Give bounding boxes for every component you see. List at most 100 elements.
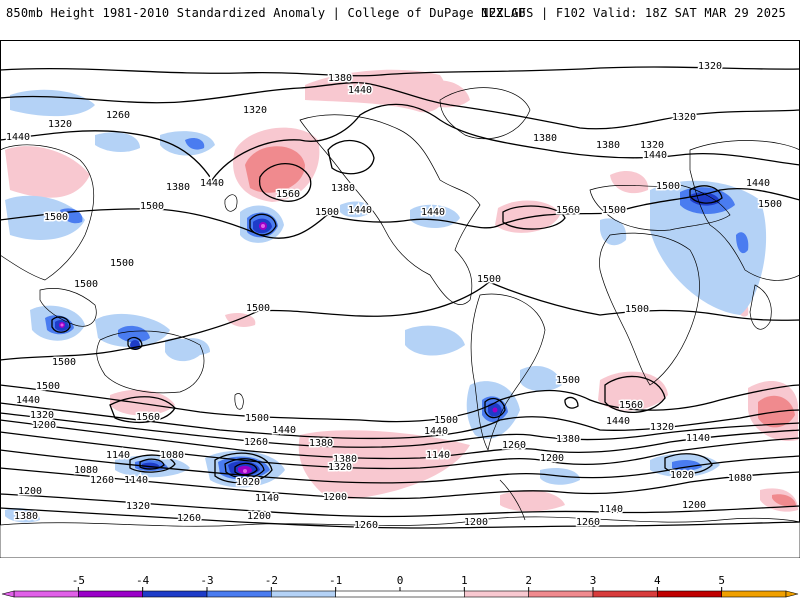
contour-1260-south xyxy=(0,431,800,470)
contour-label: 1140 xyxy=(255,493,279,504)
contour-label: 1140 xyxy=(106,450,130,461)
anomaly-neg-europe-east xyxy=(650,180,767,315)
contour-label: 1200 xyxy=(247,511,271,522)
coast-antarctica xyxy=(0,516,800,558)
anomaly-pos-indian xyxy=(598,371,668,411)
contour-label: 1440 xyxy=(424,426,448,437)
contour-1500-south xyxy=(0,384,800,423)
contour-low-amundsen-3 xyxy=(234,462,258,476)
contour-1380-north xyxy=(0,82,800,130)
contour-label: 1500 xyxy=(52,357,76,368)
colorbar-segment xyxy=(206,590,272,598)
contour-label: 1260 xyxy=(244,437,268,448)
contour-label: 1200 xyxy=(18,486,42,497)
contour-label: 1500 xyxy=(656,181,680,192)
anomaly-pos-eastpac xyxy=(610,170,649,194)
colorbar-segment xyxy=(592,590,658,598)
colorbar-tick-label: 2 xyxy=(525,574,532,587)
coast-asia-west xyxy=(0,144,95,281)
anomaly-neg-caspian xyxy=(736,232,749,254)
anomaly-pos-polar xyxy=(500,490,565,512)
contour-label: 1260 xyxy=(106,110,130,121)
height-contours xyxy=(0,66,800,529)
contour-1500-mid xyxy=(0,187,800,239)
contour-label: 1380 xyxy=(556,434,580,445)
contour-label: 1380 xyxy=(331,183,355,194)
contour-1560-atlantic xyxy=(502,205,566,230)
colorbar-tick-label: 1 xyxy=(461,574,468,587)
contour-label: 1260 xyxy=(354,520,378,531)
contour-label: 1440 xyxy=(348,85,372,96)
colorbar-tick-label: 0 xyxy=(397,574,404,587)
coast-india xyxy=(749,284,772,330)
contour-label: 1500 xyxy=(36,381,60,392)
coast-antarctic-peninsula xyxy=(499,479,526,521)
contour-label: 1320 xyxy=(328,462,352,473)
contour-label: 1260 xyxy=(502,440,526,451)
contour-label: 1140 xyxy=(124,475,148,486)
anomaly-pos-north-pacific xyxy=(305,69,447,113)
anomaly-neg-n-africa xyxy=(600,218,627,246)
contour-1260-polar xyxy=(0,507,800,529)
anomaly-neg-polar-w xyxy=(5,508,40,523)
anomaly-neg-east-us xyxy=(410,204,460,228)
contour-label: 1380 xyxy=(309,438,333,449)
colorbar-segment xyxy=(335,590,465,598)
colorbar-segment xyxy=(657,590,722,598)
contour-label: 1140 xyxy=(426,450,450,461)
contour-label: 1440 xyxy=(16,395,40,406)
contour-label: 1020 xyxy=(670,470,694,481)
contour-label: 1440 xyxy=(606,416,630,427)
contour-label: 1500 xyxy=(315,207,339,218)
contour-label: 1500 xyxy=(245,413,269,424)
anomaly-neg-s-america-center xyxy=(492,407,498,413)
anomaly-neg-amundsen-peak xyxy=(243,469,247,473)
contour-low-europe xyxy=(689,185,723,204)
contour-label: 1020 xyxy=(236,477,260,488)
colorbar-ticks: -5 -4 -3 -2 -1 0 1 2 3 4 5 xyxy=(72,574,725,591)
contour-label: 1260 xyxy=(177,513,201,524)
contour-label: 1080 xyxy=(728,473,752,484)
colorbar-tick-label: -1 xyxy=(329,574,342,587)
contour-1200-polar xyxy=(0,493,800,518)
colorbar-segment xyxy=(142,590,208,598)
contour-label: 1440 xyxy=(421,207,445,218)
contour-label: 1380 xyxy=(14,511,38,522)
coast-australia xyxy=(96,330,205,394)
colorbar-max-arrow xyxy=(785,590,799,598)
anomaly-neg-australia-core xyxy=(118,325,150,343)
coast-asia xyxy=(689,140,800,281)
colorbar-segment xyxy=(528,590,594,598)
anomaly-neg-asia xyxy=(5,195,85,240)
contour-1200-south xyxy=(0,449,800,484)
contour-label: 1500 xyxy=(434,415,458,426)
run-info: 12Z GFS | F102 Valid: 18Z SAT MAR 29 202… xyxy=(481,6,786,20)
contour-label: 1320 xyxy=(640,140,664,151)
contour-1560-indian xyxy=(604,375,666,413)
colorbar-tick-label: -5 xyxy=(72,574,85,587)
contour-label: 1380 xyxy=(166,182,190,193)
contour-1320-north xyxy=(0,66,800,77)
contour-label: 1560 xyxy=(619,400,643,411)
coast-new-zealand xyxy=(234,393,244,410)
colorbar-min-arrow xyxy=(1,590,15,598)
coast-japan xyxy=(224,194,238,212)
colorbar-segment xyxy=(271,590,336,598)
contour-1440-north xyxy=(0,103,800,182)
contour-label: 1320 xyxy=(650,422,674,433)
contour-label: 1320 xyxy=(672,112,696,123)
colorbar-tick-label: 5 xyxy=(718,574,725,587)
contour-label: 1200 xyxy=(323,492,347,503)
contour-low-weddell xyxy=(664,453,713,475)
contour-low-ross xyxy=(129,454,176,473)
contour-label: 1560 xyxy=(556,205,580,216)
contour-label: 1500 xyxy=(625,304,649,315)
contour-label: 1500 xyxy=(477,274,501,285)
contour-label: 1500 xyxy=(110,258,134,269)
contour-label: 1260 xyxy=(90,475,114,486)
contour-label: 1500 xyxy=(556,375,580,386)
contour-label: 1500 xyxy=(140,201,164,212)
contour-label: 1380 xyxy=(328,73,352,84)
contour-label: 1380 xyxy=(533,133,557,144)
colorbar-segment xyxy=(721,590,787,598)
